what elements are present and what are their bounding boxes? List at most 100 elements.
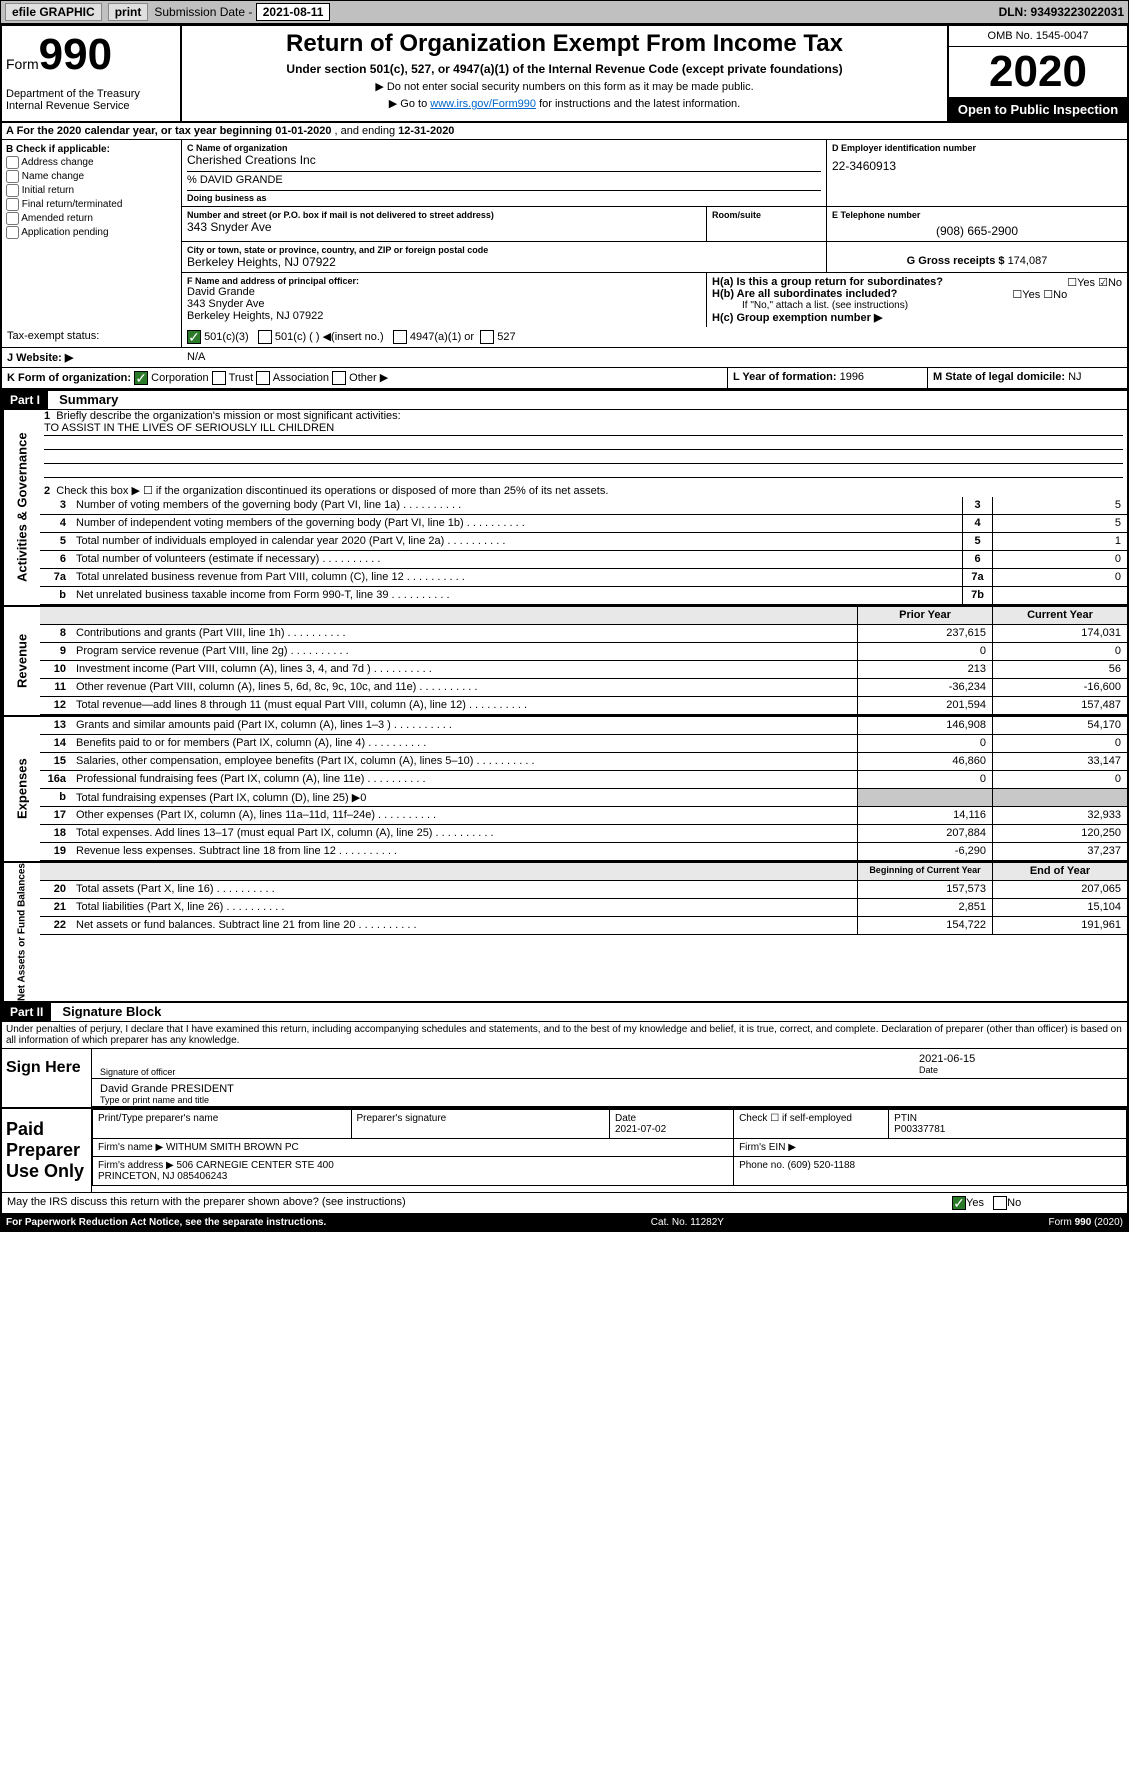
col-end-year: End of Year <box>992 863 1127 880</box>
revenue-line: 9Program service revenue (Part VIII, lin… <box>40 643 1127 661</box>
efile-label: efile GRAPHIC <box>5 3 102 21</box>
dba-label: Doing business as <box>187 190 821 203</box>
expense-line: 18Total expenses. Add lines 13–17 (must … <box>40 825 1127 843</box>
summary-line: 4Number of independent voting members of… <box>40 515 1127 533</box>
irs-link[interactable]: www.irs.gov/Form990 <box>430 98 536 110</box>
side-governance: Activities & Governance <box>2 410 40 605</box>
officer-city: Berkeley Heights, NJ 07922 <box>187 310 701 322</box>
check-address-change[interactable]: Address change <box>6 156 177 169</box>
state-domicile: M State of legal domicile: NJ <box>927 368 1127 388</box>
revenue-line: 12Total revenue—add lines 8 through 11 (… <box>40 697 1127 715</box>
revenue-line: 8Contributions and grants (Part VIII, li… <box>40 625 1127 643</box>
footer-right: Form 990 (2020) <box>1049 1217 1123 1228</box>
print-button[interactable]: print <box>108 3 149 21</box>
street-address: 343 Snyder Ave <box>187 220 701 234</box>
address-label: Number and street (or P.O. box if mail i… <box>187 210 701 220</box>
check-trust[interactable] <box>212 371 226 385</box>
org-name-label: C Name of organization <box>187 143 821 153</box>
submission-date: 2021-08-11 <box>256 3 331 21</box>
form-subtitle: Under section 501(c), 527, or 4947(a)(1)… <box>186 62 943 76</box>
line1-mission: 1 Briefly describe the organization's mi… <box>40 410 1127 478</box>
summary-line: 5Total number of individuals employed in… <box>40 533 1127 551</box>
net-asset-line: 20Total assets (Part X, line 16) . . . .… <box>40 881 1127 899</box>
discuss-question: May the IRS discuss this return with the… <box>2 1193 947 1213</box>
website-label: J Website: ▶ <box>2 348 182 367</box>
part2-title: Signature Block <box>54 1002 169 1021</box>
officer-label: F Name and address of principal officer: <box>187 276 701 286</box>
officer-name: David Grande <box>187 286 701 298</box>
summary-line: 6Total number of volunteers (estimate if… <box>40 551 1127 569</box>
website-value: N/A <box>182 348 210 367</box>
city-label: City or town, state or province, country… <box>187 245 821 255</box>
expense-line: 16aProfessional fundraising fees (Part I… <box>40 771 1127 789</box>
telephone: (908) 665-2900 <box>832 224 1122 238</box>
h-note: If "No," attach a list. (see instruction… <box>712 300 1122 311</box>
note-link: ▶ Go to www.irs.gov/Form990 for instruct… <box>186 97 943 110</box>
form-number: Form990 <box>6 30 176 80</box>
revenue-line: 11Other revenue (Part VIII, column (A), … <box>40 679 1127 697</box>
officer-printed-name: David Grande PRESIDENT <box>100 1083 1119 1095</box>
check-corporation[interactable]: ✓ <box>134 371 148 385</box>
footer-mid: Cat. No. 11282Y <box>651 1217 724 1228</box>
form-title: Return of Organization Exempt From Incom… <box>186 30 943 58</box>
side-expenses: Expenses <box>2 717 40 861</box>
check-501c3[interactable]: ✓ <box>187 330 201 344</box>
dln: DLN: 93493223022031 <box>999 5 1124 19</box>
part1-title: Summary <box>51 390 126 409</box>
h-c: H(c) Group exemption number ▶ <box>712 311 1122 324</box>
omb-number: OMB No. 1545-0047 <box>949 26 1127 47</box>
officer-address: 343 Snyder Ave <box>187 298 701 310</box>
check-application-pending[interactable]: Application pending <box>6 226 177 239</box>
gross-receipts-label: G Gross receipts $ <box>907 255 1005 267</box>
preparer-table: Print/Type preparer's name Preparer's si… <box>92 1109 1127 1186</box>
ein: 22-3460913 <box>832 159 1122 173</box>
check-other[interactable] <box>332 371 346 385</box>
check-association[interactable] <box>256 371 270 385</box>
col-begin-year: Beginning of Current Year <box>857 863 992 880</box>
room-label: Room/suite <box>712 210 821 220</box>
check-527[interactable] <box>480 330 494 344</box>
net-asset-line: 21Total liabilities (Part X, line 26) . … <box>40 899 1127 917</box>
top-bar: efile GRAPHIC print Submission Date - 20… <box>0 0 1129 24</box>
department: Department of the Treasury Internal Reve… <box>6 88 176 112</box>
discuss-yes[interactable]: ✓ <box>952 1196 966 1210</box>
sign-here-label: Sign Here <box>2 1049 92 1107</box>
check-final-return[interactable]: Final return/terminated <box>6 198 177 211</box>
h-b: H(b) Are all subordinates included? ☐Yes… <box>712 288 1122 300</box>
expense-line: bTotal fundraising expenses (Part IX, co… <box>40 789 1127 807</box>
care-of: % DAVID GRANDE <box>187 171 821 186</box>
check-amended[interactable]: Amended return <box>6 212 177 225</box>
check-initial-return[interactable]: Initial return <box>6 184 177 197</box>
expense-line: 17Other expenses (Part IX, column (A), l… <box>40 807 1127 825</box>
expense-line: 15Salaries, other compensation, employee… <box>40 753 1127 771</box>
phone-label: E Telephone number <box>832 210 1122 220</box>
expense-line: 14Benefits paid to or for members (Part … <box>40 735 1127 753</box>
revenue-line: 10Investment income (Part VIII, column (… <box>40 661 1127 679</box>
summary-line: 7aTotal unrelated business revenue from … <box>40 569 1127 587</box>
open-inspection: Open to Public Inspection <box>949 98 1127 121</box>
discuss-no[interactable] <box>993 1196 1007 1210</box>
org-name: Cherished Creations Inc <box>187 153 821 167</box>
tax-year: 2020 <box>949 47 1127 98</box>
check-name-change[interactable]: Name change <box>6 170 177 183</box>
summary-line: bNet unrelated business taxable income f… <box>40 587 1127 605</box>
h-a: H(a) Is this a group return for subordin… <box>712 276 1122 288</box>
check-4947[interactable] <box>393 330 407 344</box>
part2-header: Part II <box>2 1003 51 1021</box>
net-asset-line: 22Net assets or fund balances. Subtract … <box>40 917 1127 935</box>
paid-preparer-label: Paid Preparer Use Only <box>2 1109 92 1192</box>
side-net-assets: Net Assets or Fund Balances <box>2 863 40 1001</box>
date-label: Date <box>919 1065 1119 1075</box>
col-current-year: Current Year <box>992 607 1127 624</box>
tax-status-options: ✓ 501(c)(3) 501(c) ( ) ◀(insert no.) 494… <box>182 327 1127 347</box>
sig-date: 2021-06-15 <box>919 1053 1119 1065</box>
part1-header: Part I <box>2 391 48 409</box>
note-ssn: ▶ Do not enter social security numbers o… <box>186 80 943 93</box>
summary-line: 3Number of voting members of the governi… <box>40 497 1127 515</box>
check-501c[interactable] <box>258 330 272 344</box>
submission-date-label: Submission Date - 2021-08-11 <box>154 5 330 19</box>
sig-officer-label: Signature of officer <box>100 1067 919 1077</box>
year-formation: L Year of formation: 1996 <box>727 368 927 388</box>
mission-text: TO ASSIST IN THE LIVES OF SERIOUSLY ILL … <box>44 422 1123 436</box>
form-container: Form990 Department of the Treasury Inter… <box>0 24 1129 1232</box>
